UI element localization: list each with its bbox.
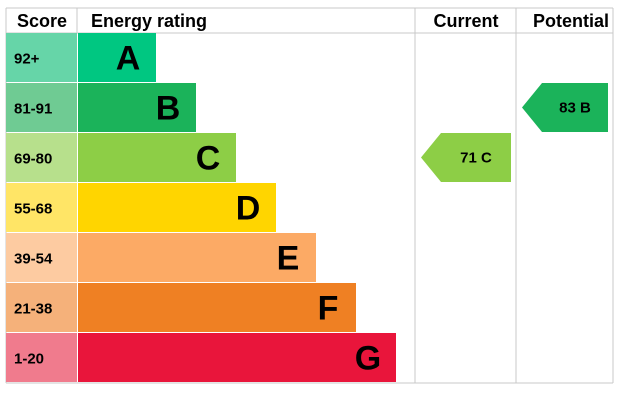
rating-arrows: 71 C 83 B	[421, 83, 608, 182]
score-label-d: 55-68	[14, 201, 52, 218]
potential-arrow	[522, 83, 608, 132]
header-energy-rating: Energy rating	[91, 11, 207, 31]
score-cell-b	[6, 83, 77, 132]
current-arrow	[421, 133, 511, 182]
band-bar-b	[78, 83, 196, 132]
score-cell-d	[6, 183, 77, 232]
current-arrow-label: 71 C	[460, 150, 492, 167]
potential-arrow-label: 83 B	[559, 100, 591, 117]
score-label-f: 21-38	[14, 301, 52, 318]
band-letter-f: F	[318, 290, 339, 328]
band-letter-g: G	[355, 340, 381, 378]
band-bar-d	[78, 183, 276, 232]
score-cell-a	[6, 33, 77, 82]
band-letter-a: A	[116, 40, 141, 78]
band-letter-c: C	[196, 140, 221, 178]
header-current: Current	[433, 11, 498, 31]
score-cell-f	[6, 283, 77, 332]
score-cell-e	[6, 233, 77, 282]
score-cell-g	[6, 333, 77, 382]
band-bar-f	[78, 283, 356, 332]
score-label-b: 81-91	[14, 101, 52, 118]
score-label-c: 69-80	[14, 151, 52, 168]
header-potential: Potential	[533, 11, 609, 31]
band-bar-e	[78, 233, 316, 282]
score-label-a: 92+	[14, 51, 40, 68]
score-cell-c	[6, 133, 77, 182]
rating-bands: 92+ A 81-91 B 69-80 C 55-68 D 39-54 E 21-38 F 1-20 G	[6, 33, 396, 382]
score-label-e: 39-54	[14, 251, 53, 268]
band-bar-a	[78, 33, 156, 82]
band-bar-g	[78, 333, 396, 382]
band-letter-b: B	[156, 90, 181, 128]
band-bar-c	[78, 133, 236, 182]
band-letter-e: E	[277, 240, 300, 278]
score-label-g: 1-20	[14, 351, 44, 368]
band-letter-d: D	[236, 190, 261, 228]
header-score: Score	[17, 11, 67, 31]
